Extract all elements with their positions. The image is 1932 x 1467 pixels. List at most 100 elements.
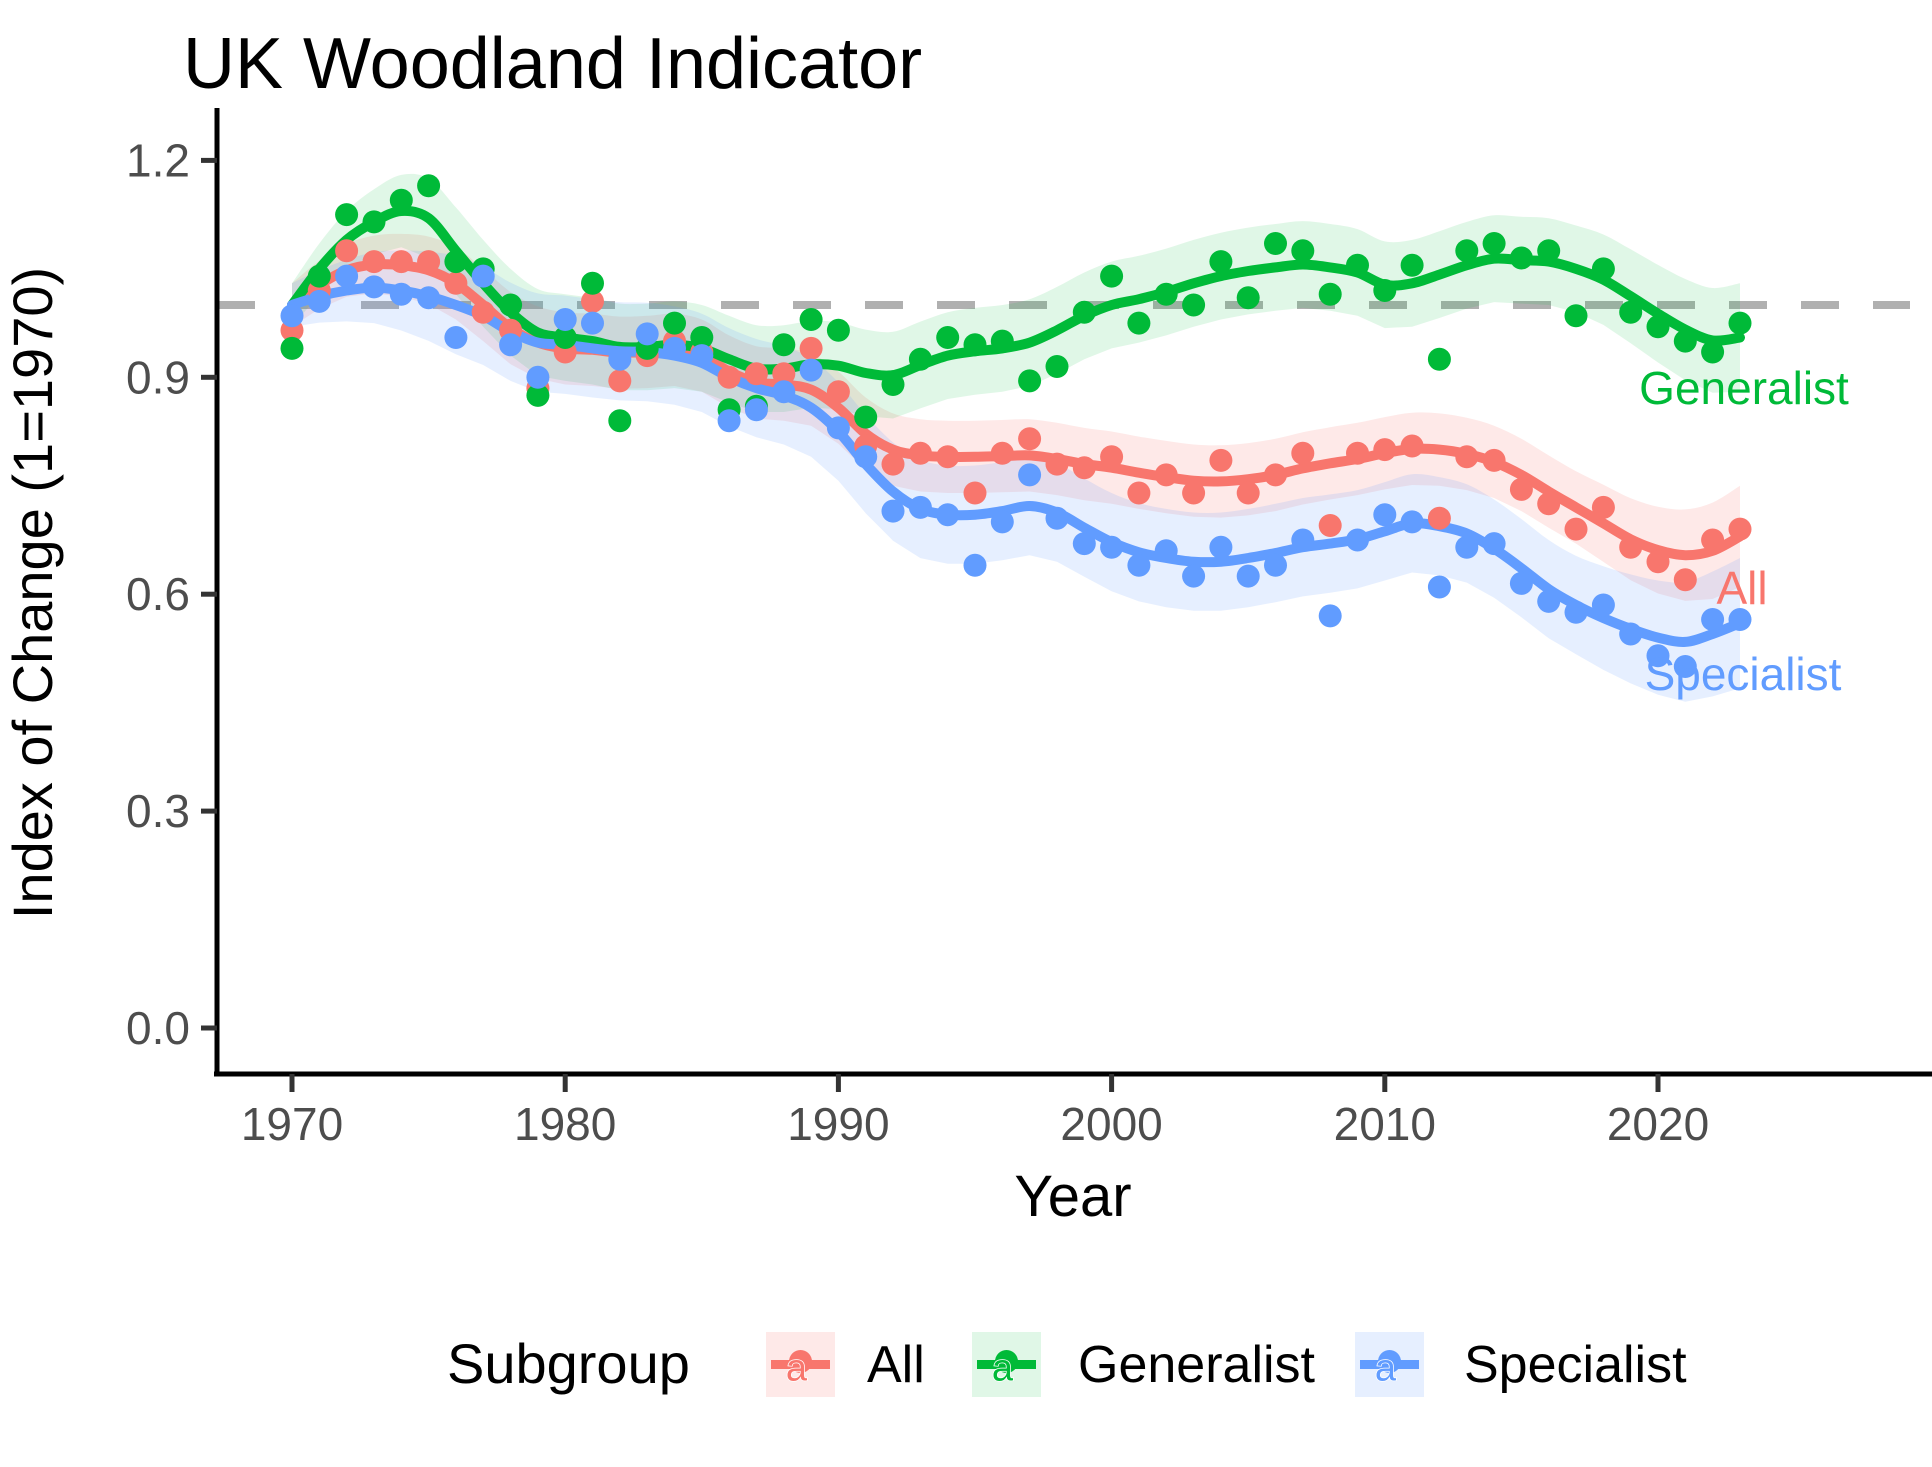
data-point-all-1999 (1072, 456, 1096, 480)
y-axis-title: Index of Change (1=1970) (1, 267, 64, 919)
data-point-specialist-2021 (1673, 655, 1697, 678)
data-point-generalist-1973 (362, 210, 386, 234)
y-tick-label-0.9: 0.9 (126, 351, 190, 403)
data-point-specialist-1988 (772, 380, 796, 404)
page-title: UK Woodland Indicator (183, 24, 922, 104)
data-point-all-2017 (1564, 517, 1588, 541)
data-point-generalist-2021 (1673, 329, 1697, 353)
data-point-all-2018 (1591, 495, 1615, 519)
tick-labels-layer: 0.0 0.3 0.6 0.9 1.2 1970 1980 1990 2000 2010 2020 (126, 134, 1709, 1150)
legend-label-all: All (867, 1336, 925, 1394)
data-point-generalist-1992 (881, 373, 905, 396)
data-point-all-2000 (1100, 445, 1124, 469)
data-point-all-2021 (1673, 568, 1697, 592)
x-tick-label-2010: 2010 (1334, 1098, 1436, 1150)
data-point-generalist-1993 (908, 347, 932, 371)
data-point-specialist-2012 (1427, 575, 1451, 599)
data-point-specialist-2011 (1400, 510, 1424, 534)
data-point-all-2016 (1537, 492, 1561, 516)
data-point-all-2004 (1209, 448, 1233, 472)
data-points-layer (280, 174, 1752, 678)
x-tick-label-2020: 2020 (1607, 1098, 1709, 1150)
data-point-specialist-1995 (963, 553, 987, 577)
data-point-specialist-2016 (1537, 589, 1561, 613)
data-point-all-2007 (1291, 441, 1315, 465)
data-point-all-1995 (963, 481, 987, 505)
data-point-specialist-2010 (1373, 503, 1397, 527)
data-point-generalist-1984 (663, 311, 686, 335)
data-point-generalist-2010 (1373, 279, 1397, 302)
data-point-generalist-1980 (553, 326, 577, 349)
data-point-specialist-1979 (526, 365, 550, 389)
data-point-all-1994 (936, 445, 960, 469)
data-point-specialist-1989 (799, 358, 823, 382)
data-point-specialist-1973 (362, 275, 386, 299)
data-point-all-2008 (1318, 514, 1342, 537)
points-specialist (280, 264, 1752, 678)
data-point-generalist-2012 (1427, 347, 1451, 371)
data-point-generalist-1991 (854, 405, 878, 429)
data-point-generalist-1974 (389, 188, 413, 212)
data-point-all-1992 (881, 452, 905, 476)
data-point-all-1998 (1045, 452, 1069, 476)
legend-key-glyph-generalist: a (992, 1348, 1014, 1390)
data-point-generalist-1994 (936, 326, 960, 349)
data-point-generalist-2019 (1619, 300, 1643, 324)
data-point-generalist-2007 (1291, 239, 1315, 263)
data-point-generalist-2023 (1728, 311, 1752, 335)
legend-key-point-all (789, 1350, 812, 1373)
x-tick-label-2000: 2000 (1060, 1098, 1162, 1150)
data-point-generalist-1989 (799, 308, 823, 331)
data-point-generalist-2002 (1154, 282, 1178, 306)
data-point-specialist-2019 (1619, 622, 1643, 646)
data-point-generalist-2017 (1564, 304, 1588, 328)
data-point-all-1988 (772, 362, 796, 386)
data-point-generalist-2015 (1509, 246, 1533, 270)
data-point-specialist-1970 (280, 304, 304, 328)
data-point-all-1996 (990, 441, 1014, 465)
data-point-all-1974 (389, 250, 413, 274)
series-annotations-layer: Generalist All Specialist (1639, 362, 1849, 700)
data-point-all-1987 (744, 362, 768, 386)
data-point-specialist-2023 (1728, 608, 1752, 631)
data-point-all-2019 (1619, 535, 1643, 559)
legend-item-specialist: a Specialist (1355, 1332, 1687, 1397)
data-point-specialist-1998 (1045, 506, 1069, 530)
data-point-specialist-1985 (690, 344, 714, 368)
legend-label-generalist: Generalist (1078, 1336, 1316, 1394)
x-tick-label-1990: 1990 (787, 1098, 889, 1150)
data-point-generalist-2009 (1346, 253, 1369, 277)
data-point-specialist-2003 (1182, 564, 1206, 588)
data-point-generalist-2018 (1591, 257, 1615, 281)
x-axis-title: Year (1014, 1164, 1131, 1229)
data-point-all-2009 (1346, 441, 1369, 465)
data-point-specialist-1974 (389, 282, 413, 306)
data-point-specialist-2013 (1455, 535, 1479, 559)
legend-item-all: a All (766, 1332, 925, 1397)
data-point-specialist-2002 (1154, 539, 1178, 563)
legend-key-glyph-all: a (786, 1348, 808, 1390)
data-point-specialist-1996 (990, 510, 1014, 534)
data-point-generalist-1970 (280, 336, 304, 360)
data-point-specialist-1999 (1072, 532, 1096, 556)
x-tick-label-1980: 1980 (514, 1098, 616, 1150)
data-point-all-2023 (1728, 517, 1752, 541)
data-point-specialist-2008 (1318, 604, 1342, 628)
legend-title: Subgroup (447, 1332, 690, 1395)
data-point-specialist-1987 (744, 398, 768, 422)
data-point-specialist-2014 (1482, 532, 1506, 556)
data-point-generalist-2016 (1537, 239, 1561, 263)
data-point-generalist-1978 (499, 293, 523, 317)
data-point-all-1989 (799, 336, 823, 360)
data-point-generalist-2000 (1100, 264, 1124, 288)
x-tick-label-1970: 1970 (241, 1098, 343, 1150)
data-point-all-1973 (362, 250, 386, 274)
data-point-specialist-2004 (1209, 535, 1233, 559)
data-point-all-1982 (608, 369, 632, 393)
legend: Subgroup a All a Generalist a Specialist (447, 1332, 1687, 1397)
data-point-all-1990 (826, 380, 850, 404)
data-point-specialist-1971 (307, 289, 331, 313)
legend-key-point-generalist (995, 1350, 1018, 1373)
data-point-generalist-2013 (1455, 239, 1479, 263)
